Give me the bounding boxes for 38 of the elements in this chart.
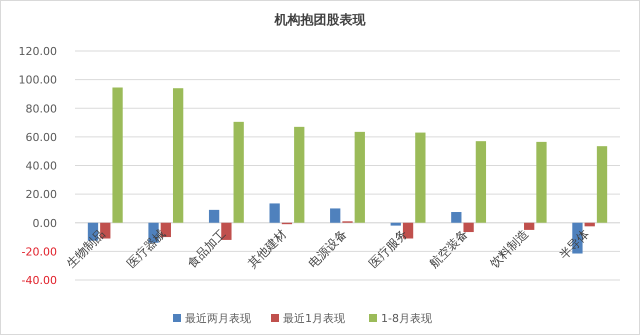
y-tick-label: 80.00 (26, 102, 57, 116)
y-tick-label: -20.00 (22, 245, 57, 258)
y-tick-label: 120.00 (18, 45, 57, 58)
y-tick-label: -40.00 (22, 274, 57, 287)
bar (354, 132, 365, 223)
bar (596, 146, 608, 223)
y-tick-label: 40.00 (26, 160, 57, 172)
bar (172, 88, 184, 223)
x-tick-label: 医疗服务 (366, 226, 410, 271)
y-tick-label: 0.00 (32, 216, 57, 230)
x-tick-label: 饮料制造 (486, 226, 532, 272)
bar (584, 222, 595, 226)
legend-label: 最近两月表现 (185, 312, 251, 325)
x-tick-label: 生物制品 (64, 226, 108, 271)
bar (330, 208, 340, 223)
bar (476, 141, 486, 223)
x-tick-label: 半导体 (556, 226, 592, 262)
x-tick-label: 电源设备 (306, 226, 350, 271)
y-tick-label: 100.00 (18, 74, 57, 87)
bar (536, 142, 547, 223)
bar (294, 126, 304, 223)
bar (463, 222, 474, 232)
bar (451, 212, 462, 223)
bar (208, 210, 220, 223)
bar (415, 132, 426, 223)
y-tick-label: 20.00 (26, 188, 57, 202)
bar (112, 87, 123, 223)
bar (234, 122, 244, 223)
x-tick-label: 食品加工 (184, 226, 229, 271)
y-tick-label: 60.00 (26, 130, 57, 144)
x-tick-label: 航空装备 (426, 226, 471, 271)
x-tick-label: 其他建材 (245, 226, 290, 271)
legend-label: 最近1月表现 (283, 312, 345, 325)
bar (270, 203, 280, 223)
legend-label: 1-8月表现 (381, 312, 432, 325)
bar (524, 222, 534, 230)
x-tick-label: 医疗器械 (124, 226, 168, 271)
chart-title: 机构抱团股表现 (274, 13, 366, 28)
